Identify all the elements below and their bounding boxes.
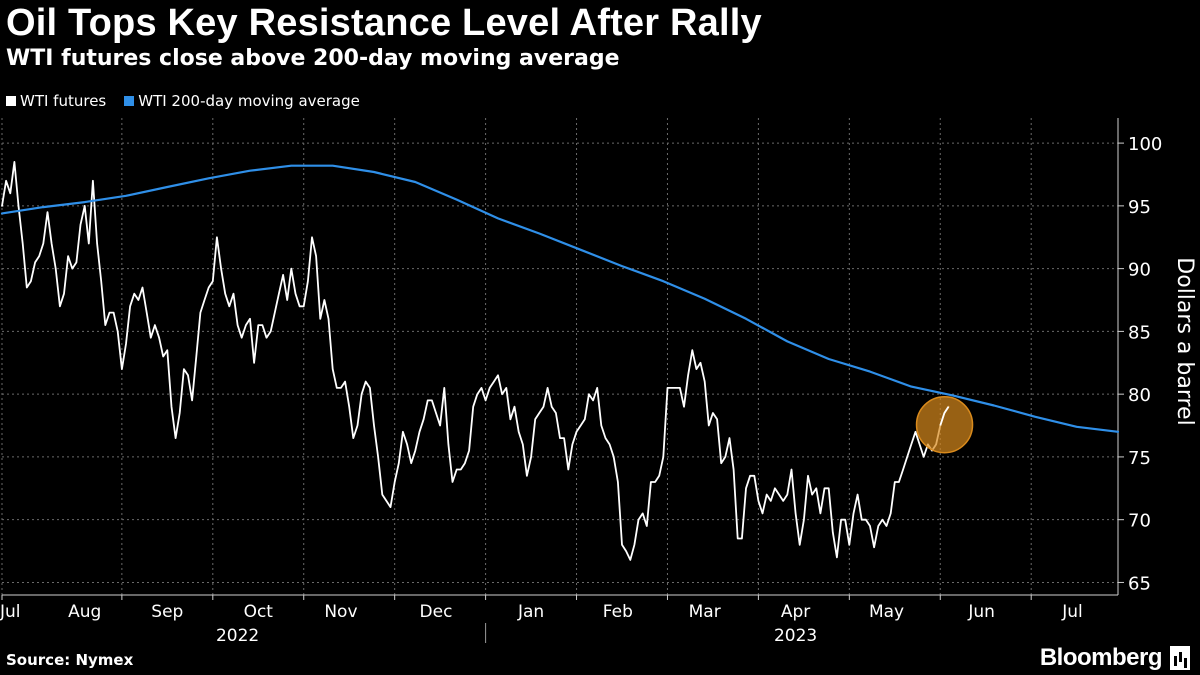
x-tick-label: Jul xyxy=(1061,602,1083,622)
y-axis-title: Dollars a barrel xyxy=(1172,257,1197,425)
x-tick-label: Jan xyxy=(517,602,544,622)
series-line-futures xyxy=(1,161,950,561)
x-tick-label: Feb xyxy=(603,602,633,622)
terminal-icon xyxy=(1170,646,1190,670)
series-line-futures-tail xyxy=(939,406,950,426)
legend-swatch-moving-average xyxy=(124,96,135,106)
y-tick-label: 70 xyxy=(1128,511,1151,532)
legend-item-futures: WTI futures xyxy=(6,92,106,110)
x-tick-label: Apr xyxy=(781,602,810,622)
y-tick-label: 95 xyxy=(1128,197,1151,218)
x-tick-label: May xyxy=(869,602,904,622)
legend-item-moving-average: WTI 200-day moving average xyxy=(124,92,360,110)
y-tick-label: 65 xyxy=(1128,573,1151,594)
y-tick-label: 85 xyxy=(1128,322,1151,343)
x-tick-label: Dec xyxy=(420,602,453,622)
brand: Bloomberg xyxy=(1040,644,1190,672)
legend-label-moving-average: WTI 200-day moving average xyxy=(138,92,360,110)
x-tick-label: Jul xyxy=(0,602,21,622)
y-tick-label: 80 xyxy=(1128,385,1151,406)
source-note: Source: Nymex xyxy=(6,651,134,669)
page-subtitle: WTI futures close above 200-day moving a… xyxy=(6,46,620,71)
legend-label-futures: WTI futures xyxy=(20,92,107,110)
y-tick-label: 75 xyxy=(1128,448,1151,469)
x-tick-label: Sep xyxy=(151,602,183,622)
x-tick-label: Jun xyxy=(967,602,995,622)
y-tick-label: 100 xyxy=(1128,134,1162,155)
year-label: 2022 xyxy=(216,626,259,646)
y-tick-label: 90 xyxy=(1128,260,1151,281)
legend-swatch-futures xyxy=(6,96,16,106)
x-tick-label: Mar xyxy=(689,602,721,622)
x-tick-label: Aug xyxy=(68,602,101,622)
legend: WTI futures WTI 200-day moving average xyxy=(6,91,360,111)
x-tick-label: Nov xyxy=(324,602,357,622)
year-label: 2023 xyxy=(774,626,817,646)
brand-name: Bloomberg xyxy=(1039,644,1163,671)
highlight-circle xyxy=(915,395,974,454)
page-title: Oil Tops Key Resistance Level After Rall… xyxy=(6,2,762,44)
x-tick-label: Oct xyxy=(244,602,274,622)
series-line-moving-average xyxy=(0,164,1120,433)
